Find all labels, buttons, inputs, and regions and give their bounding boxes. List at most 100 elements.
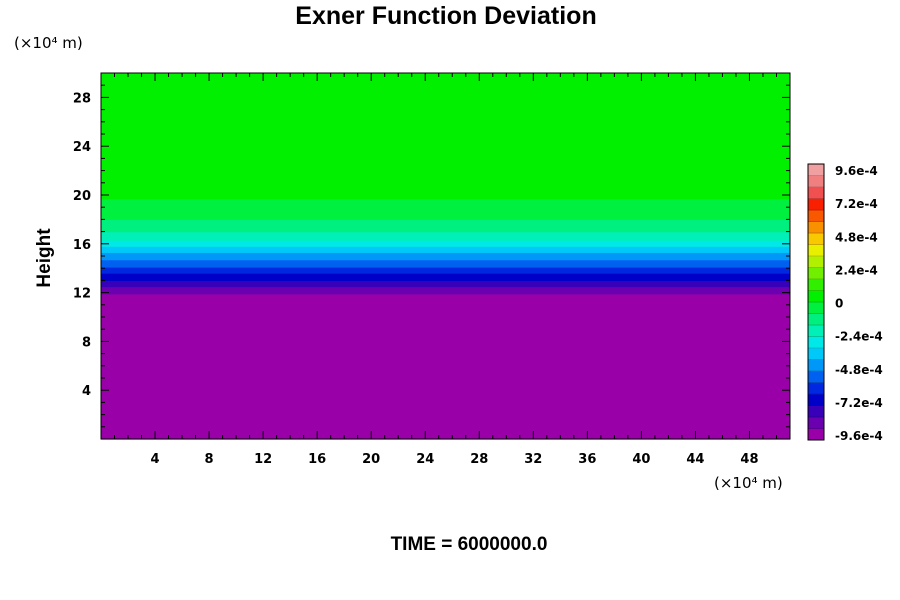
- contour-band: [101, 326, 790, 329]
- contour-band: [101, 149, 790, 152]
- contour-band: [101, 130, 790, 133]
- contour-band: [101, 428, 790, 430]
- contour-band: [101, 303, 790, 306]
- contour-band: [101, 314, 790, 317]
- contour-band: [101, 279, 790, 281]
- y-axis-ticks: 4 8 12 16 20 24 28: [73, 84, 790, 428]
- contour-band: [101, 159, 790, 162]
- contour-band: [101, 153, 790, 156]
- contour-band: [101, 319, 790, 322]
- contour-band: [101, 410, 790, 413]
- contour-band: [101, 431, 790, 434]
- contour-band: [101, 397, 790, 400]
- x-tick-label: 24: [416, 452, 434, 467]
- contour-band: [101, 391, 790, 394]
- contour-band: [101, 140, 790, 142]
- contour-band: [101, 160, 790, 163]
- y-axis-label: Height: [34, 228, 55, 288]
- x-tick-label: 40: [632, 452, 650, 467]
- x-tick-label: 20: [362, 452, 380, 467]
- contour-band: [101, 248, 790, 251]
- contour-band: [101, 165, 790, 168]
- contour-band: [101, 184, 790, 186]
- x-tick-label: 12: [254, 452, 272, 467]
- contour-band: [101, 162, 790, 164]
- contour-band: [101, 286, 790, 289]
- contour-band: [101, 318, 790, 321]
- contour-band: [101, 135, 790, 138]
- colorbar-swatch: [808, 256, 824, 268]
- contour-band: [101, 268, 790, 271]
- contour-band: [101, 197, 790, 200]
- contour-band: [101, 353, 790, 356]
- contour-band: [101, 215, 790, 218]
- contour-band: [101, 388, 790, 391]
- contour-band: [101, 123, 790, 125]
- contour-band: [101, 307, 790, 310]
- y-tick-label: 4: [82, 384, 91, 399]
- contour-band: [101, 269, 790, 272]
- contour-band: [101, 287, 790, 290]
- contour-band: [101, 241, 790, 244]
- contour-band: [101, 132, 790, 135]
- contour-band: [101, 113, 790, 116]
- contour-band: [101, 203, 790, 206]
- contour-band: [101, 185, 790, 188]
- colorbar-label: 4.8e-4: [835, 230, 878, 244]
- contour-band: [101, 93, 790, 96]
- contour-band: [101, 127, 790, 130]
- colorbar-swatch: [808, 325, 824, 337]
- contour-band: [101, 309, 790, 312]
- contour-band: [101, 421, 790, 424]
- contour-band: [101, 304, 790, 307]
- contour-band: [101, 302, 790, 305]
- contour-band: [101, 173, 790, 175]
- contour-band: [101, 308, 790, 311]
- contour-band: [101, 92, 790, 95]
- contour-band: [101, 88, 790, 91]
- x-tick-label: 8: [205, 452, 214, 467]
- contour-band: [101, 216, 790, 219]
- contour-band: [101, 136, 790, 139]
- contour-band: [101, 196, 790, 199]
- contour-band: [101, 204, 790, 207]
- contour-band: [101, 259, 790, 262]
- contour-band: [101, 129, 790, 131]
- contour-band: [101, 435, 790, 438]
- contour-band: [101, 226, 790, 229]
- contour-band: [101, 340, 790, 342]
- contour-band: [101, 384, 790, 386]
- contour-band: [101, 115, 790, 118]
- contour-band: [101, 282, 790, 285]
- contour-band: [101, 126, 790, 129]
- contour-band: [101, 213, 790, 216]
- contour-band: [101, 419, 790, 422]
- contour-band: [101, 98, 790, 101]
- contour-band: [101, 158, 790, 161]
- y-tick-label: 24: [73, 140, 91, 155]
- time-label: TIME = 6000000.0: [391, 534, 548, 555]
- colorbar-swatch: [808, 382, 824, 395]
- contour-band: [101, 276, 790, 279]
- contour-band: [101, 420, 790, 423]
- contour-band: [101, 208, 790, 211]
- contour-band: [101, 348, 790, 351]
- colorbar-swatch: [808, 428, 824, 441]
- contour-band: [101, 324, 790, 327]
- colorbar-swatch: [808, 187, 824, 199]
- contour-band: [101, 436, 790, 439]
- colorbar-swatch: [808, 233, 824, 245]
- contour-band: [101, 306, 790, 308]
- colorbar-label: 9.6e-4: [835, 164, 878, 178]
- contour-band: [101, 109, 790, 112]
- contour-band: [101, 329, 790, 332]
- colorbar-swatch: [808, 267, 824, 280]
- contour-band: [101, 120, 790, 123]
- contour-band: [101, 174, 790, 177]
- contour-band: [101, 257, 790, 260]
- contour-band: [101, 134, 790, 136]
- colorbar-label: -4.8e-4: [835, 363, 883, 377]
- contour-band: [101, 144, 790, 147]
- contour-band: [101, 75, 790, 78]
- contour-band: [101, 335, 790, 338]
